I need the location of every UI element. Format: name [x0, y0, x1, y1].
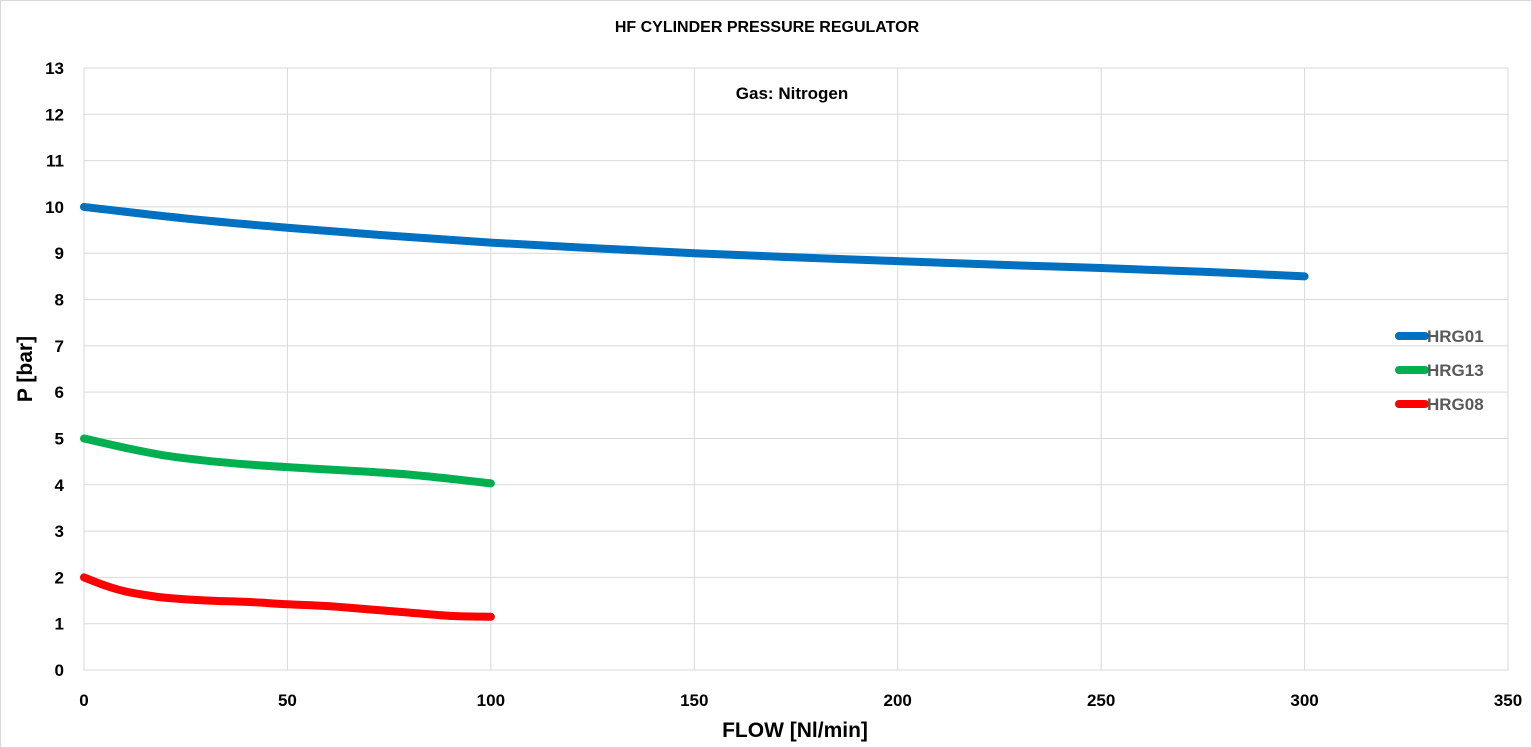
y-axis-title: P [bar] — [14, 336, 37, 402]
y-tick-label: 6 — [55, 383, 64, 402]
gas-annotation: Gas: Nitrogen — [736, 84, 848, 103]
x-tick-label: 50 — [278, 691, 297, 710]
x-axis-title: FLOW [Nl/min] — [722, 719, 868, 742]
legend-label-hrg08: HRG08 — [1427, 395, 1484, 414]
series-line-hrg08 — [80, 573, 495, 621]
y-tick-label: 1 — [55, 615, 64, 634]
x-tick-label: 350 — [1494, 691, 1522, 710]
series-lines — [80, 202, 1309, 621]
legend-label-hrg01: HRG01 — [1427, 327, 1484, 346]
x-tick-label: 100 — [477, 691, 505, 710]
x-tick-label: 300 — [1290, 691, 1318, 710]
y-tick-label: 9 — [55, 244, 64, 263]
y-tick-label: 8 — [55, 291, 64, 310]
series-line-hrg13 — [80, 434, 495, 488]
grid-lines — [83, 67, 1509, 671]
x-tick-label: 250 — [1087, 691, 1115, 710]
y-tick-label: 5 — [55, 429, 64, 448]
legend: HRG01 HRG13 HRG08 — [1395, 327, 1484, 414]
x-tick-label: 150 — [680, 691, 708, 710]
x-tick-label: 200 — [884, 691, 912, 710]
y-tick-label: 12 — [45, 105, 64, 124]
chart-title: HF CYLINDER PRESSURE REGULATOR — [615, 19, 920, 36]
y-tick-label: 7 — [55, 337, 64, 356]
legend-label-hrg13: HRG13 — [1427, 361, 1484, 380]
y-tick-label: 10 — [45, 198, 64, 217]
y-tick-label: 11 — [46, 152, 64, 171]
y-tick-label: 4 — [55, 476, 65, 495]
y-tick-label: 13 — [45, 59, 64, 78]
y-tick-label: 0 — [55, 661, 64, 680]
y-tick-label: 3 — [55, 522, 64, 541]
x-tick-labels: 0 50 100 150 200 250 300 350 — [79, 691, 1522, 710]
x-tick-label: 0 — [79, 691, 88, 710]
series-line-hrg01 — [80, 202, 1309, 281]
y-tick-label: 2 — [55, 568, 64, 587]
